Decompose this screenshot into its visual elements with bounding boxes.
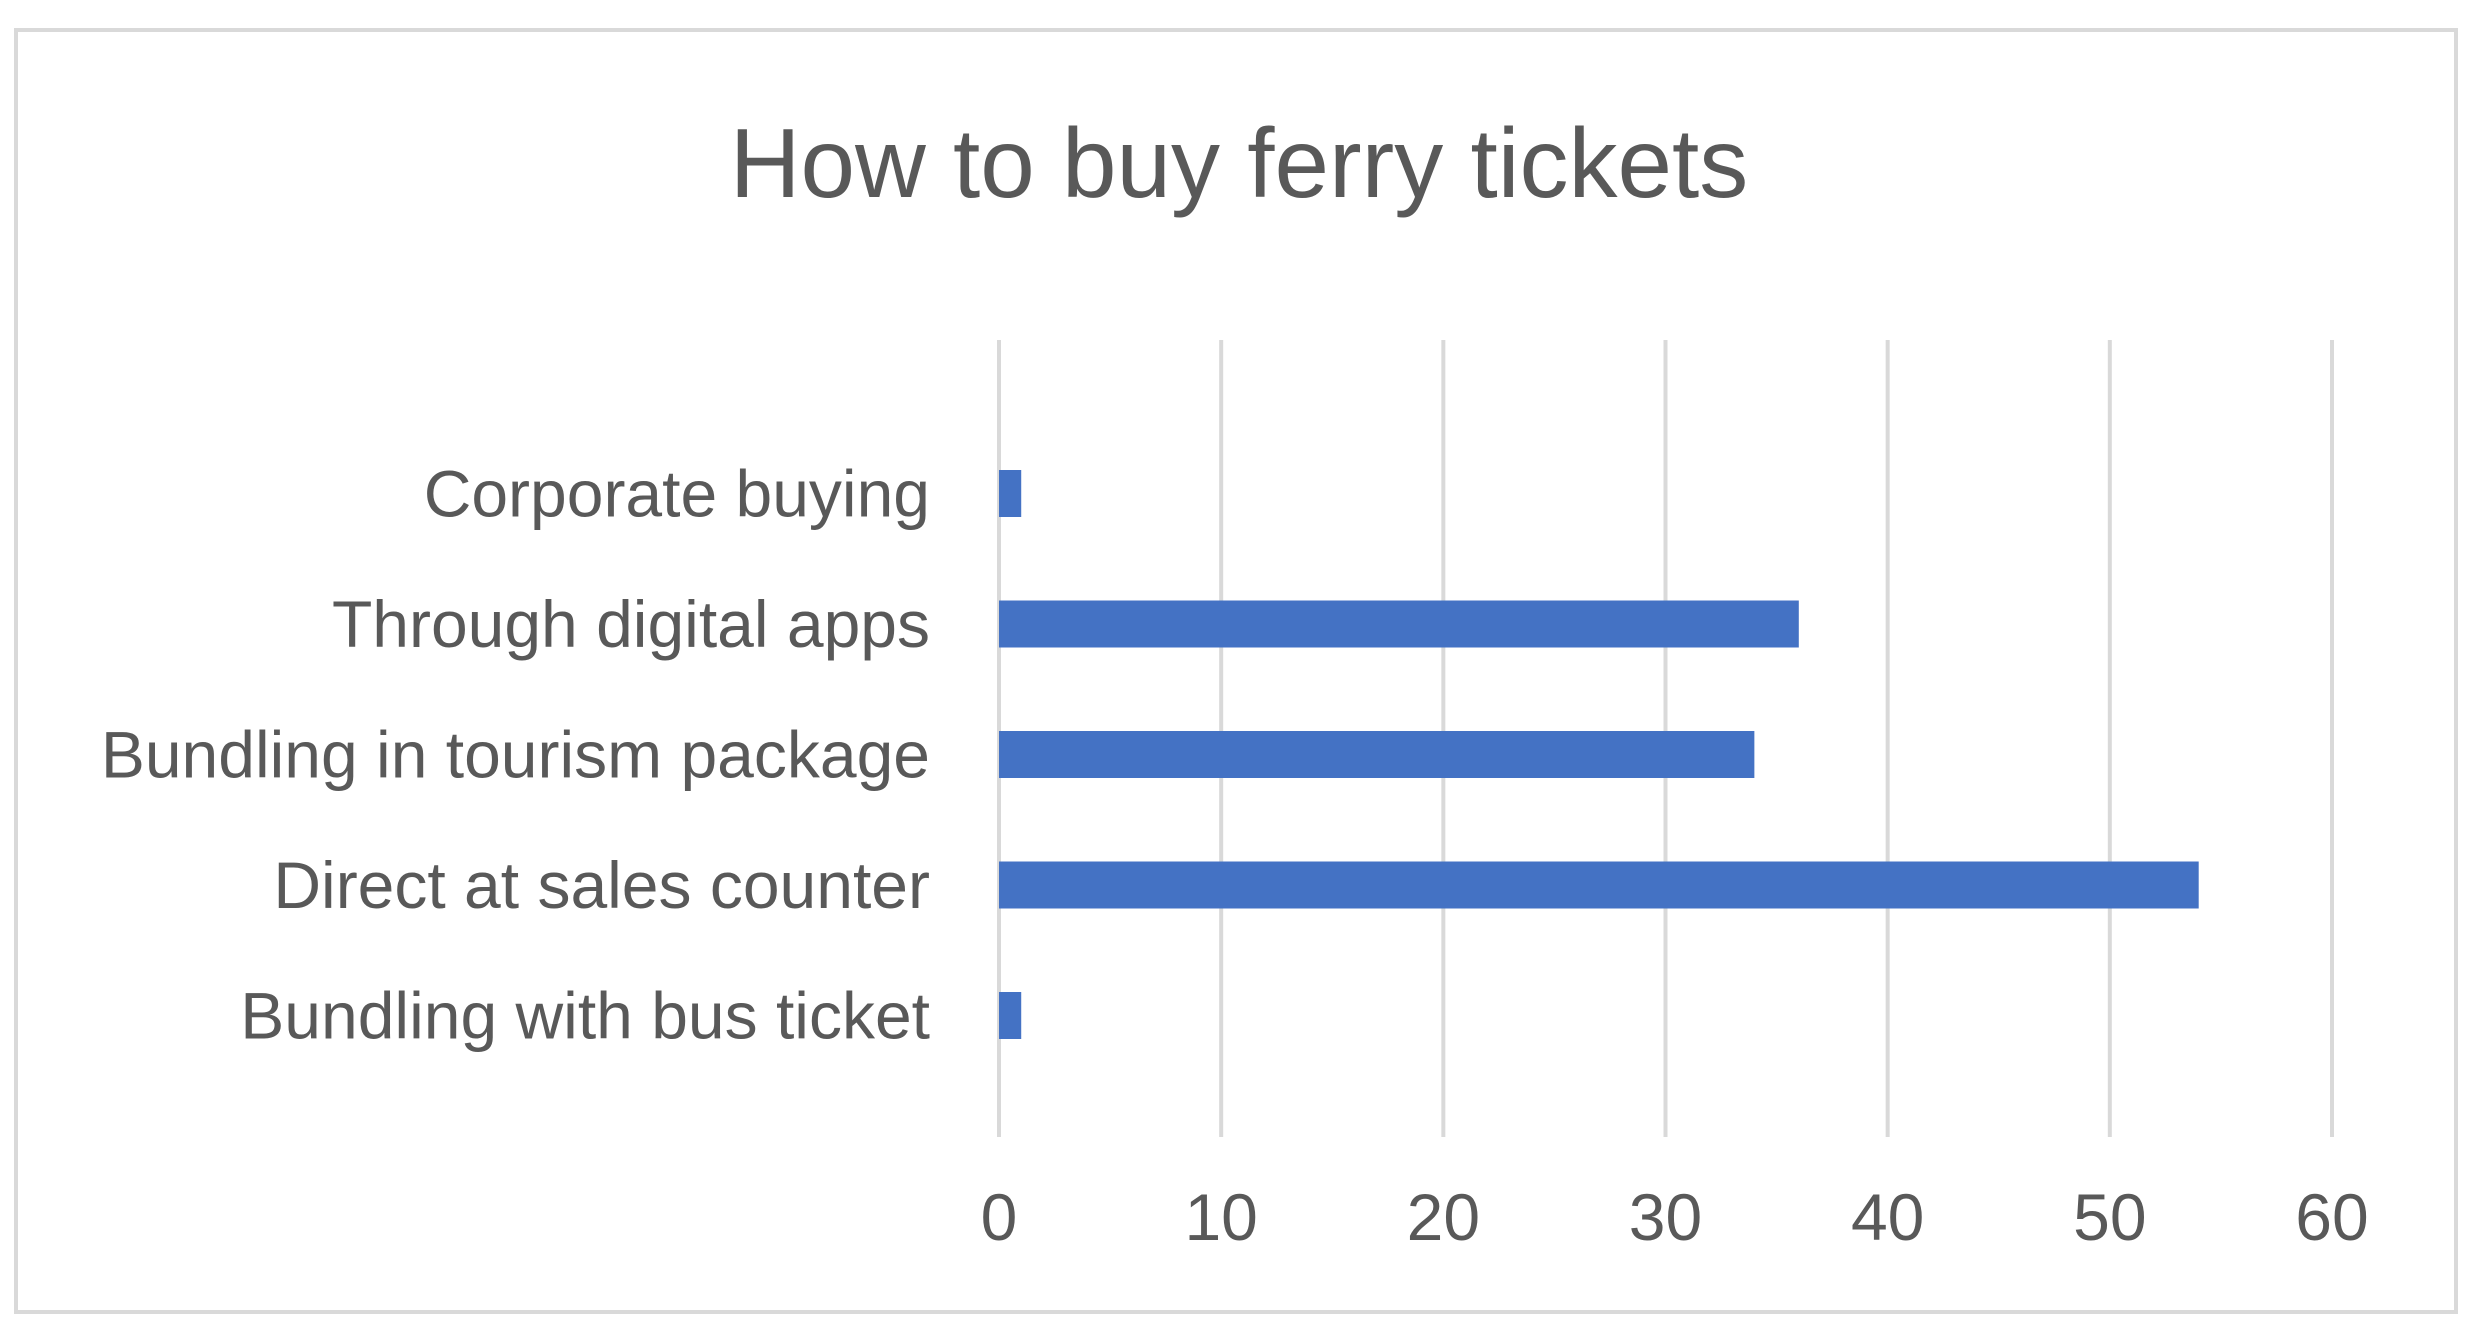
x-tick-label: 30	[1629, 1180, 1702, 1254]
category-label: Bundling with bus ticket	[240, 979, 930, 1053]
category-label: Corporate buying	[424, 457, 930, 531]
x-tick-labels: 0 10 20 30 40 50 60	[981, 1180, 2369, 1254]
category-labels: Bundling with bus ticket Direct at sales …	[101, 457, 930, 1053]
bar-through-digital-apps	[999, 600, 1799, 648]
bar-direct-at-sales-counter	[999, 861, 2199, 909]
x-tick-label: 40	[1851, 1180, 1924, 1254]
bar-bundling-with-bus-ticket	[999, 992, 1022, 1039]
x-tick-label: 50	[2073, 1180, 2146, 1254]
bar-corporate-buying	[999, 470, 1022, 517]
category-label: Bundling in tourism package	[101, 718, 930, 792]
chart-title: How to buy ferry tickets	[730, 108, 1748, 218]
x-tick-label: 60	[2295, 1180, 2368, 1254]
bar-bundling-in-tourism-package	[999, 731, 1755, 778]
category-label: Through digital apps	[332, 587, 930, 661]
x-tick-label: 10	[1184, 1180, 1257, 1254]
x-tick-label: 0	[981, 1180, 1018, 1254]
category-label: Direct at sales counter	[273, 848, 930, 922]
x-tick-label: 20	[1407, 1180, 1480, 1254]
chart-frame	[14, 28, 2458, 1314]
bars	[999, 470, 2199, 1039]
